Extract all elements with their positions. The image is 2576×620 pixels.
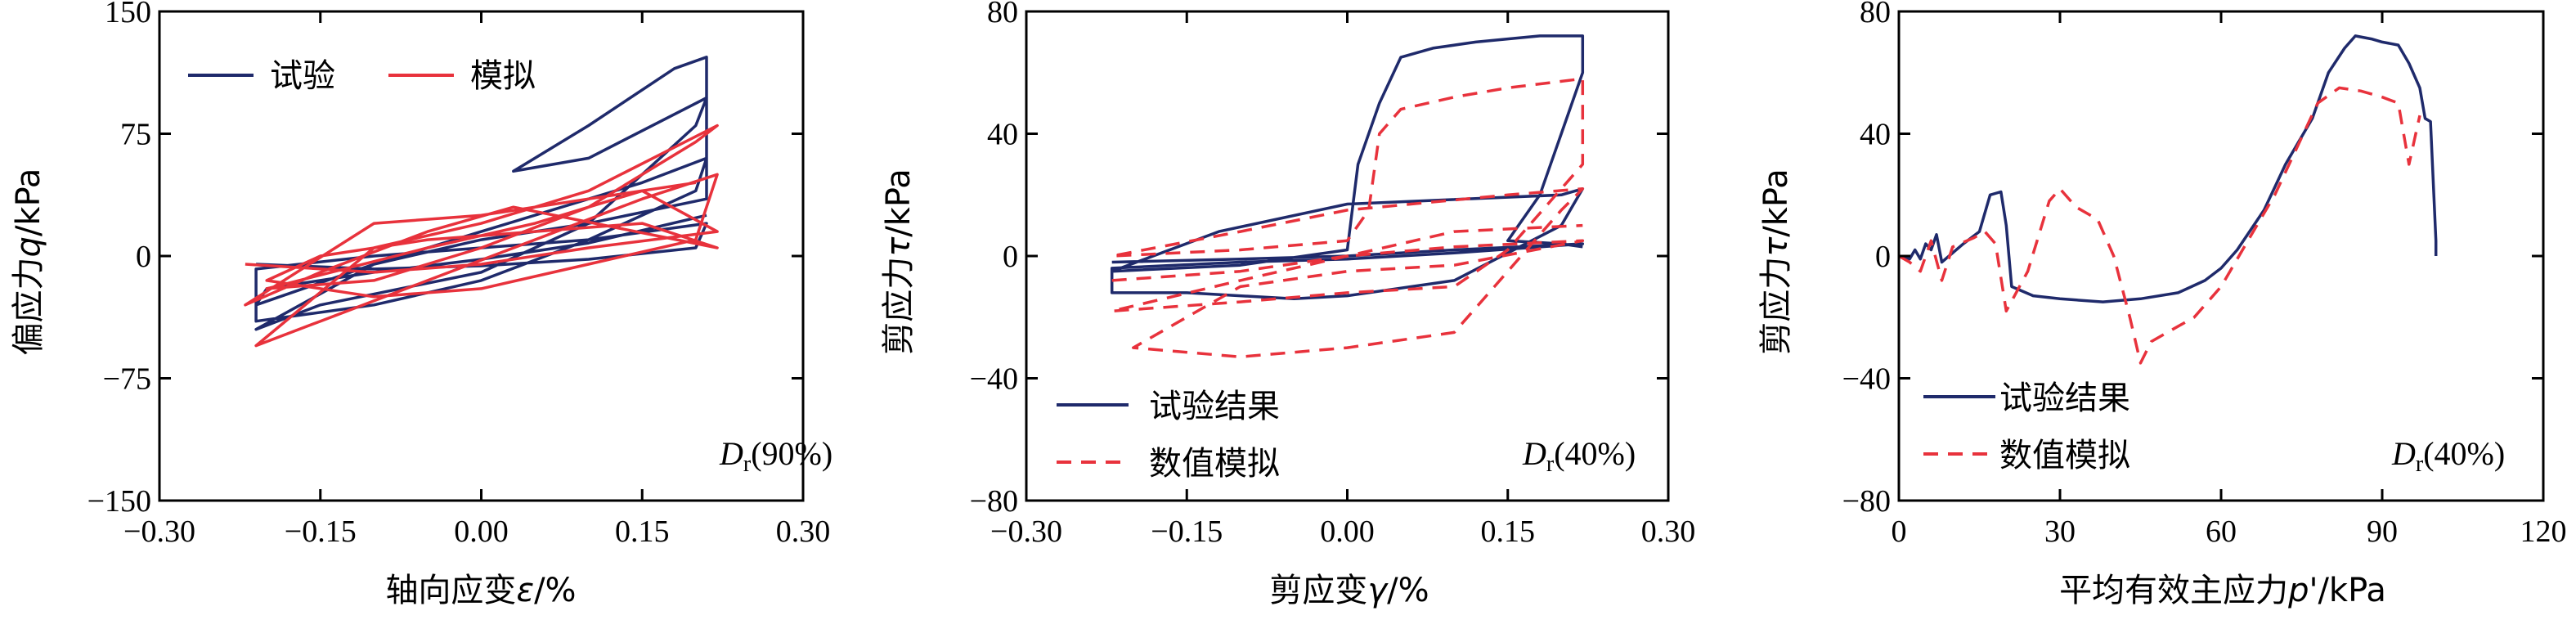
x-tick-label: −0.30: [123, 514, 195, 549]
y-tick-label: 80: [987, 0, 1018, 29]
legend: 试验 模拟: [188, 57, 536, 95]
x-tick-label: −0.15: [1151, 514, 1223, 549]
legend-label-sim: 模拟: [470, 57, 536, 95]
x-tick-label: 0.00: [1320, 514, 1375, 549]
y-tick-label: 0: [136, 240, 151, 274]
dr-annotation: Dr(40%): [1522, 435, 1636, 477]
y-tick-label: 80: [1860, 0, 1891, 29]
x-tick-label: 0.00: [454, 514, 509, 549]
legend: 试验结果 数值模拟: [1057, 388, 1280, 483]
y-tick-label: 0: [1875, 240, 1891, 274]
chart-panel-2: −0.30 −0.15 0.00 0.15 0.30 80 40 0 −40 −80 剪应变γ/%…: [880, 0, 1695, 609]
y-axis-label: 剪应力τ/kPa: [1757, 168, 1795, 355]
series-sim-line: [244, 124, 719, 348]
y-tick-label: 0: [1003, 240, 1018, 274]
dr-annotation: Dr(90%): [719, 435, 832, 477]
y-tick-label: 40: [1860, 118, 1891, 152]
x-tick-label: −0.30: [990, 514, 1062, 549]
legend-label-test: 试验结果: [1149, 388, 1280, 425]
x-tick-label: −0.15: [285, 514, 357, 549]
x-tick-label: 60: [2206, 514, 2237, 549]
legend-label-sim: 数值模拟: [1999, 437, 2130, 474]
y-tick-label: −150: [88, 484, 151, 519]
y-tick-label: −40: [1842, 362, 1891, 397]
chart-panel-3: 0 30 60 90 120 80 40 0 −40 −80 平均有效主应力p'/kPa 剪应力τ…: [1757, 0, 2567, 609]
x-tick-label: 0: [1892, 514, 1907, 549]
y-tick-label: −80: [1842, 484, 1891, 519]
y-tick-label: −80: [970, 484, 1018, 519]
y-tick-label: −40: [970, 362, 1018, 397]
y-tick-label: 75: [120, 118, 151, 152]
x-tick-label: 0.15: [1481, 514, 1536, 549]
y-axis-label: 偏应力q/kPa: [10, 168, 47, 356]
dr-annotation: Dr(40%): [2391, 435, 2505, 477]
legend-label-test: 试验: [270, 57, 335, 95]
series-sim-line: [1110, 77, 1585, 359]
chart-panel-1: −0.30 −0.15 0.00 0.15 0.30 150 75 0 −75 −150 轴向应变…: [10, 0, 832, 609]
x-tick-label: 120: [2520, 514, 2567, 549]
y-axis-label: 剪应力τ/kPa: [880, 168, 918, 355]
legend-label-sim: 数值模拟: [1149, 445, 1280, 483]
series-test-line: [1110, 34, 1585, 301]
x-tick-label: 90: [2367, 514, 2398, 549]
plot-frame: [1897, 10, 2545, 502]
y-tick-label: 150: [105, 0, 151, 29]
x-tick-label: 0.30: [776, 514, 831, 549]
series-test-line: [1898, 34, 2438, 303]
x-tick-label: 0.30: [1641, 514, 1696, 549]
x-tick-label: 30: [2044, 514, 2076, 549]
legend: 试验结果 数值模拟: [1923, 380, 2130, 474]
x-axis-label: 剪应变γ/%: [1269, 572, 1429, 609]
series-sim-line: [1898, 86, 2421, 365]
x-tick-label: 0.15: [615, 514, 670, 549]
y-tick-label: −75: [103, 362, 151, 397]
x-axis-label: 平均有效主应力p'/kPa: [2059, 572, 2386, 609]
x-axis-label: 轴向应变ε/%: [385, 572, 576, 609]
y-tick-label: 40: [987, 118, 1018, 152]
legend-label-test: 试验结果: [1999, 380, 2130, 417]
